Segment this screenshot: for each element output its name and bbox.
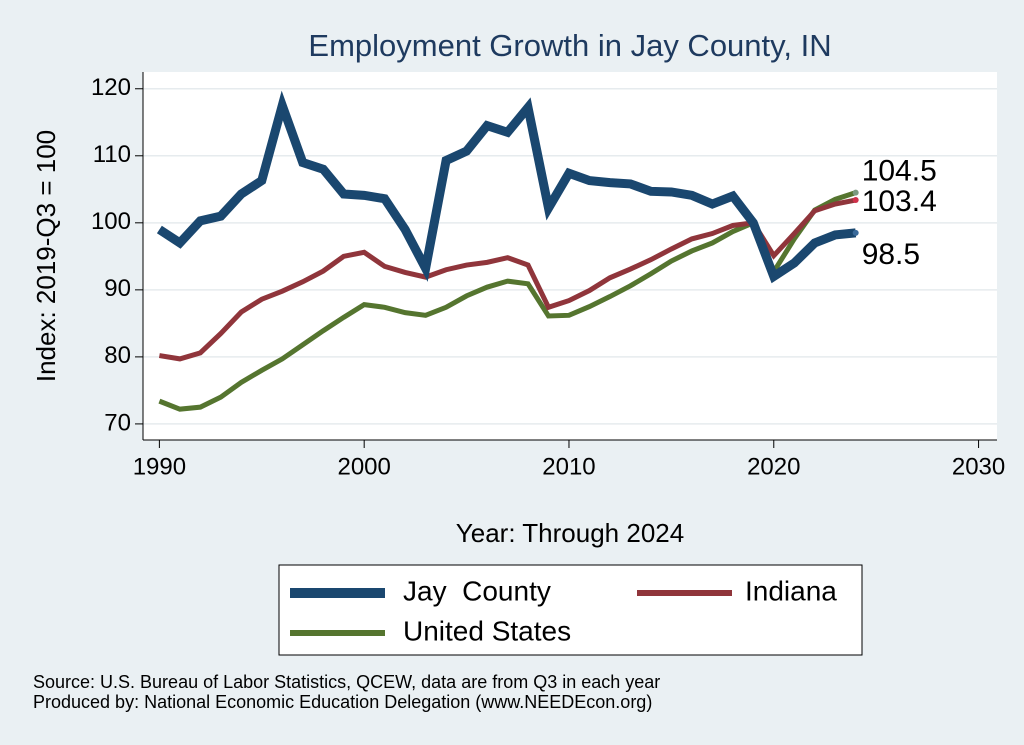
end-point bbox=[852, 197, 859, 204]
x-tick-label: 2030 bbox=[952, 453, 1005, 480]
end-label: 103.4 bbox=[862, 185, 937, 218]
series-line bbox=[158, 197, 857, 362]
y-tick-label: 90 bbox=[104, 275, 131, 302]
y-tick-label: 70 bbox=[104, 409, 131, 436]
end-label: 104.5 bbox=[862, 155, 937, 188]
y-axis-title: Index: 2019-Q3 = 100 bbox=[31, 130, 61, 382]
source-note: Source: U.S. Bureau of Labor Statistics,… bbox=[33, 672, 660, 692]
credit-note: Produced by: National Economic Education… bbox=[33, 692, 652, 712]
plot-area bbox=[143, 72, 997, 440]
end-point bbox=[852, 229, 859, 236]
legend-box bbox=[278, 564, 863, 656]
y-tick-label: 80 bbox=[104, 342, 131, 369]
legend-label: United States bbox=[403, 615, 571, 646]
y-tick-label: 120 bbox=[91, 74, 131, 101]
x-tick-label: 2010 bbox=[542, 453, 595, 480]
x-tick-label: 2000 bbox=[337, 453, 390, 480]
end-label: 98.5 bbox=[862, 238, 920, 271]
legend-label: Indiana bbox=[745, 575, 837, 606]
x-tick-label: 2020 bbox=[747, 453, 800, 480]
end-point bbox=[852, 189, 859, 196]
chart-title: Employment Growth in Jay County, IN bbox=[308, 28, 831, 63]
y-tick-label: 100 bbox=[91, 208, 131, 235]
legend-label: Jay County bbox=[403, 575, 551, 606]
y-tick-label: 110 bbox=[93, 141, 131, 168]
x-axis-title: Year: Through 2024 bbox=[456, 518, 684, 548]
x-tick-label: 1990 bbox=[133, 453, 186, 480]
series-line bbox=[156, 90, 857, 284]
series-line bbox=[158, 190, 857, 412]
